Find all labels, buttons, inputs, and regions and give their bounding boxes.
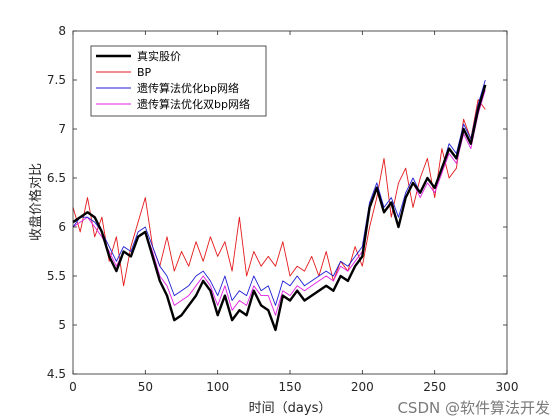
x-tick-label: 100 — [206, 380, 229, 394]
legend-label: BP — [137, 66, 152, 79]
legend-label: 遗传算法优化双bp网络 — [137, 97, 250, 111]
y-tick-label: 7.5 — [47, 73, 66, 87]
y-tick-label: 6.5 — [47, 171, 66, 185]
series-layer — [72, 79, 487, 332]
x-tick-label: 150 — [279, 380, 302, 394]
y-tick-label: 4.5 — [47, 367, 66, 381]
x-axis-title: 时间（days） — [249, 401, 332, 416]
y-axis-title: 收盘价格对比 — [28, 163, 44, 241]
x-tick-label: 50 — [138, 380, 153, 394]
x-tick-label: 0 — [69, 380, 77, 394]
y-tick-label: 6 — [58, 220, 66, 234]
y-tick-label: 5.5 — [47, 269, 66, 283]
series-line-0 — [72, 84, 487, 332]
x-tick-label: 300 — [496, 380, 519, 394]
series-line-1 — [72, 99, 486, 287]
y-tick-label: 8 — [58, 24, 66, 38]
series-line-2 — [72, 79, 486, 306]
y-tick-label: 7 — [58, 122, 66, 136]
legend-label: 遗传算法优化bp网络 — [137, 81, 239, 95]
tick-layer: 0 50 100 150 200 250 300 4.5 5 5.5 6 6.5 7 7.5 8 — [47, 24, 519, 394]
y-tick-label: 5 — [58, 318, 66, 332]
x-tick-label: 200 — [351, 380, 374, 394]
watermark: CSDN @软件算法开发 — [397, 399, 550, 417]
legend-label: 真实股价 — [137, 49, 181, 63]
x-tick-label: 250 — [423, 380, 446, 394]
